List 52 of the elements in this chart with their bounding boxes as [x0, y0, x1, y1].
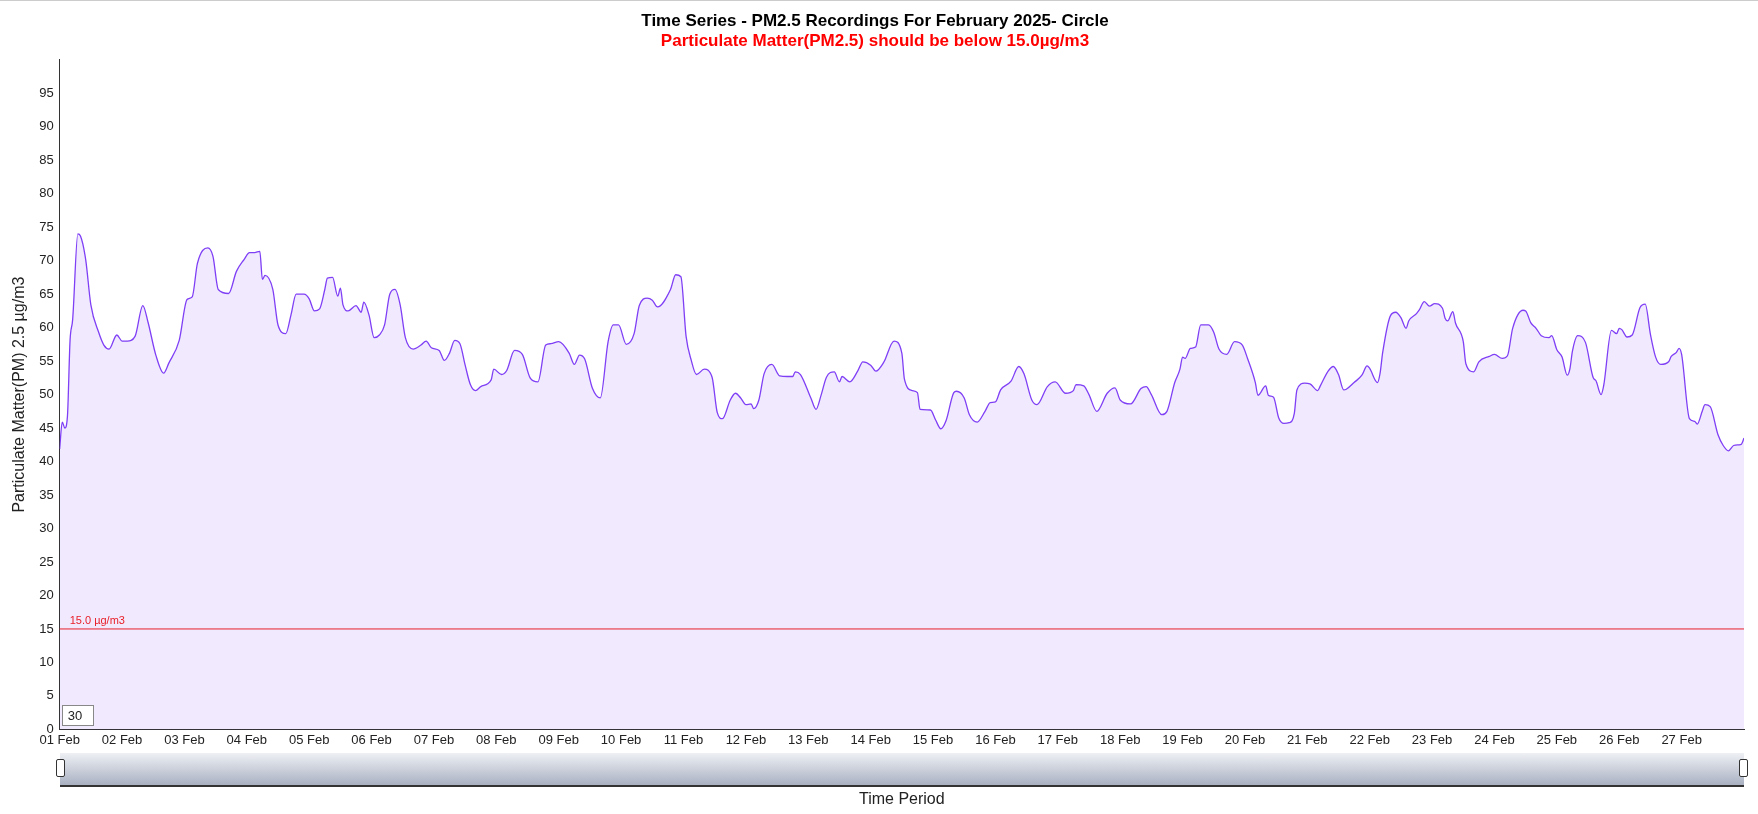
zoom-field: 30 — [61, 705, 94, 727]
x-tick-label: 11 Feb — [663, 731, 704, 747]
x-tick-label: 26 Feb — [1598, 731, 1640, 747]
y-tick-label: 45 — [39, 419, 54, 435]
y-tick-label: 85 — [39, 151, 54, 167]
y-tick-label: 75 — [39, 218, 54, 234]
x-tick-label: 23 Feb — [1411, 731, 1453, 747]
y-tick-label: 70 — [39, 252, 54, 268]
y-tick-label: 35 — [39, 486, 54, 502]
x-tick-label: 25 Feb — [1536, 731, 1578, 747]
x-tick-label: 24 Feb — [1474, 731, 1515, 747]
y-tick-label: 10 — [39, 654, 54, 670]
x-tick-label: 07 Feb — [413, 731, 455, 747]
x-tick-label: 19 Feb — [1162, 731, 1203, 747]
x-tick-label: 18 Feb — [1099, 731, 1141, 747]
y-tick-label: 25 — [39, 553, 54, 569]
x-tick-label: 04 Feb — [226, 731, 268, 747]
x-tick-label: 15 Feb — [912, 731, 954, 747]
y-tick-label: 95 — [39, 84, 54, 100]
y-tick-label: 15 — [39, 620, 54, 636]
y-tick-label: 30 — [39, 520, 54, 536]
x-tick-label: 03 Feb — [164, 731, 205, 747]
y-tick-label: 65 — [39, 285, 54, 301]
y-tick-label: 80 — [39, 185, 54, 201]
x-tick-label: 05 Feb — [288, 731, 330, 747]
y-tick-label: 60 — [39, 319, 54, 335]
x-tick-label: 27 Feb — [1661, 731, 1702, 747]
y-axis-title: Particulate Matter(PM) 2.5 µg/m3 — [10, 276, 28, 513]
x-axis-title: Time Period — [858, 790, 946, 808]
y-tick-label: 55 — [39, 352, 54, 368]
x-tick-label: 02 Feb — [101, 731, 143, 747]
y-tick-label: 5 — [46, 687, 54, 703]
x-tick-label: 06 Feb — [351, 731, 392, 747]
y-tick-label: 90 — [39, 118, 54, 134]
x-tick-label: 08 Feb — [476, 731, 517, 747]
x-tick-label: 20 Feb — [1224, 731, 1266, 747]
x-tick-label: 17 Feb — [1037, 731, 1079, 747]
chart-title: Time Series - PM2.5 Recordings For February 2025- Circle — [641, 10, 1109, 30]
x-tick-label: 14 Feb — [850, 731, 891, 747]
x-tick-label: 22 Feb — [1349, 731, 1390, 747]
ref-line-label: 15.0 µg/m3 — [69, 614, 125, 627]
chart-subtitle: Particulate Matter(PM2.5) should be below 15.0µg/m3 — [660, 31, 1090, 51]
y-tick-label: 40 — [39, 453, 54, 469]
y-tick-label: 0 — [46, 720, 54, 736]
x-tick-label: 09 Feb — [538, 731, 579, 747]
x-tick-label: 16 Feb — [975, 731, 1016, 747]
x-tick-label: 12 Feb — [725, 731, 767, 747]
y-tick-label: 50 — [39, 386, 54, 402]
x-tick-label: 10 Feb — [600, 731, 642, 747]
x-tick-label: 21 Feb — [1287, 731, 1328, 747]
x-tick-label: 13 Feb — [788, 731, 829, 747]
y-tick-label: 20 — [39, 587, 54, 603]
